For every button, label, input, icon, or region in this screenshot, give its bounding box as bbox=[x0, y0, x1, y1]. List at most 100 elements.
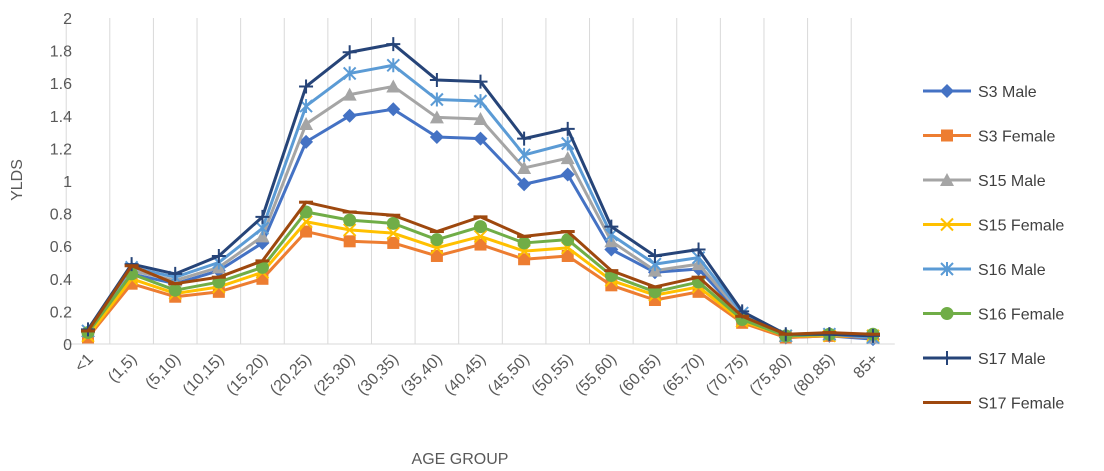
x-tick-label: (70,75) bbox=[703, 351, 751, 399]
legend-label: S16 Male bbox=[978, 262, 1046, 279]
data-point bbox=[386, 58, 400, 73]
data-point bbox=[255, 229, 270, 243]
data-point bbox=[429, 110, 444, 124]
data-point bbox=[300, 225, 313, 238]
data-point bbox=[386, 226, 400, 240]
data-point bbox=[473, 229, 488, 244]
data-point bbox=[386, 37, 401, 52]
data-point bbox=[429, 72, 444, 87]
legend-item: S17 Female bbox=[923, 396, 1064, 413]
legend-item: S3 Female bbox=[923, 129, 1055, 146]
legend-label: S3 Female bbox=[978, 129, 1055, 146]
data-point bbox=[517, 160, 532, 174]
data-point bbox=[474, 238, 487, 251]
data-point bbox=[647, 248, 662, 263]
data-point bbox=[560, 167, 575, 182]
x-tick-label: 85+ bbox=[851, 351, 882, 382]
x-tick-label: (5,10) bbox=[142, 351, 184, 393]
legend-label: S15 Female bbox=[978, 218, 1064, 235]
series-s17-female bbox=[81, 200, 880, 336]
data-point bbox=[430, 233, 444, 247]
data-point bbox=[517, 131, 532, 146]
data-point bbox=[473, 112, 488, 126]
data-point bbox=[342, 66, 357, 81]
legend-label: S3 Male bbox=[978, 84, 1037, 101]
y-tick-label: 1.4 bbox=[50, 109, 72, 126]
y-tick-label: 1.6 bbox=[50, 76, 72, 93]
data-point bbox=[473, 131, 488, 146]
data-point bbox=[518, 253, 531, 266]
data-point bbox=[342, 223, 357, 237]
data-point bbox=[561, 249, 574, 262]
data-point bbox=[866, 328, 880, 343]
data-point bbox=[386, 102, 401, 117]
legend-label: S15 Male bbox=[978, 173, 1046, 190]
data-point bbox=[560, 151, 575, 165]
legend-marker bbox=[940, 217, 954, 232]
data-point bbox=[473, 74, 488, 89]
series-layer bbox=[81, 37, 880, 347]
legend-item: S15 Male bbox=[923, 173, 1046, 190]
legend-label: S16 Female bbox=[978, 307, 1064, 324]
data-point bbox=[255, 260, 269, 274]
data-point bbox=[343, 235, 356, 248]
y-tick-label: 2 bbox=[63, 11, 72, 28]
legend-marker bbox=[941, 129, 953, 142]
data-point bbox=[342, 108, 357, 123]
data-point bbox=[474, 220, 487, 234]
data-point bbox=[473, 94, 488, 109]
legend-label: S17 Female bbox=[978, 396, 1064, 413]
legend-item: S15 Female bbox=[923, 218, 1064, 235]
x-tick-label: (55,60) bbox=[572, 351, 620, 399]
legend-marker bbox=[940, 351, 954, 365]
legend-item: S3 Male bbox=[923, 84, 1037, 101]
y-tick-label: 0 bbox=[63, 337, 72, 354]
data-point bbox=[342, 45, 357, 60]
data-point bbox=[517, 147, 531, 162]
x-tick-label: (80,85) bbox=[790, 351, 838, 399]
data-point bbox=[299, 116, 314, 130]
data-point bbox=[342, 87, 357, 101]
x-tick-label: (1,5) bbox=[105, 351, 140, 386]
x-tick-label: (65,70) bbox=[660, 351, 708, 399]
legend-marker bbox=[940, 84, 954, 98]
x-tick-label: (25,30) bbox=[311, 351, 359, 399]
data-point bbox=[124, 257, 139, 272]
y-tick-label: 0.6 bbox=[50, 239, 72, 256]
x-tick-label: (40,45) bbox=[441, 351, 489, 399]
data-point bbox=[517, 236, 531, 250]
data-point bbox=[211, 248, 226, 263]
x-tick-label: <1 bbox=[72, 351, 97, 376]
data-point bbox=[429, 129, 444, 144]
data-point bbox=[343, 213, 357, 227]
x-tick-label: (45,50) bbox=[485, 351, 533, 399]
x-axis-ticks: <1 (1,5) (5,10)(10,15)(15,20)(20,25)(25,30… bbox=[72, 351, 882, 399]
legend-marker bbox=[940, 173, 954, 186]
legend-label: S17 Male bbox=[978, 351, 1046, 368]
y-tick-label: 1.2 bbox=[50, 141, 72, 158]
data-point bbox=[430, 92, 444, 107]
data-point bbox=[560, 121, 575, 136]
y-tick-label: 0.2 bbox=[50, 304, 72, 321]
legend-item: S17 Male bbox=[923, 351, 1046, 368]
series-s16-male bbox=[81, 58, 880, 345]
data-point bbox=[604, 219, 619, 234]
data-point bbox=[299, 79, 314, 94]
data-point bbox=[430, 249, 443, 262]
y-axis-title: YLDS bbox=[9, 159, 26, 201]
legend-marker bbox=[940, 307, 954, 320]
data-point bbox=[648, 285, 662, 299]
legend: S3 Male S3 Female S15 Male S15 Female S16 Ma… bbox=[923, 84, 1064, 413]
series-s15-male bbox=[81, 79, 880, 344]
series-s17-male bbox=[81, 37, 880, 343]
x-tick-label: (75,80) bbox=[747, 351, 795, 399]
data-point bbox=[255, 209, 270, 224]
data-point bbox=[168, 283, 182, 297]
data-point bbox=[387, 236, 400, 249]
x-axis-title: AGE GROUP bbox=[412, 451, 509, 468]
data-point bbox=[299, 134, 314, 149]
x-tick-label: (50,55) bbox=[529, 351, 577, 399]
x-tick-label: (30,35) bbox=[354, 351, 402, 399]
data-point bbox=[691, 242, 706, 257]
